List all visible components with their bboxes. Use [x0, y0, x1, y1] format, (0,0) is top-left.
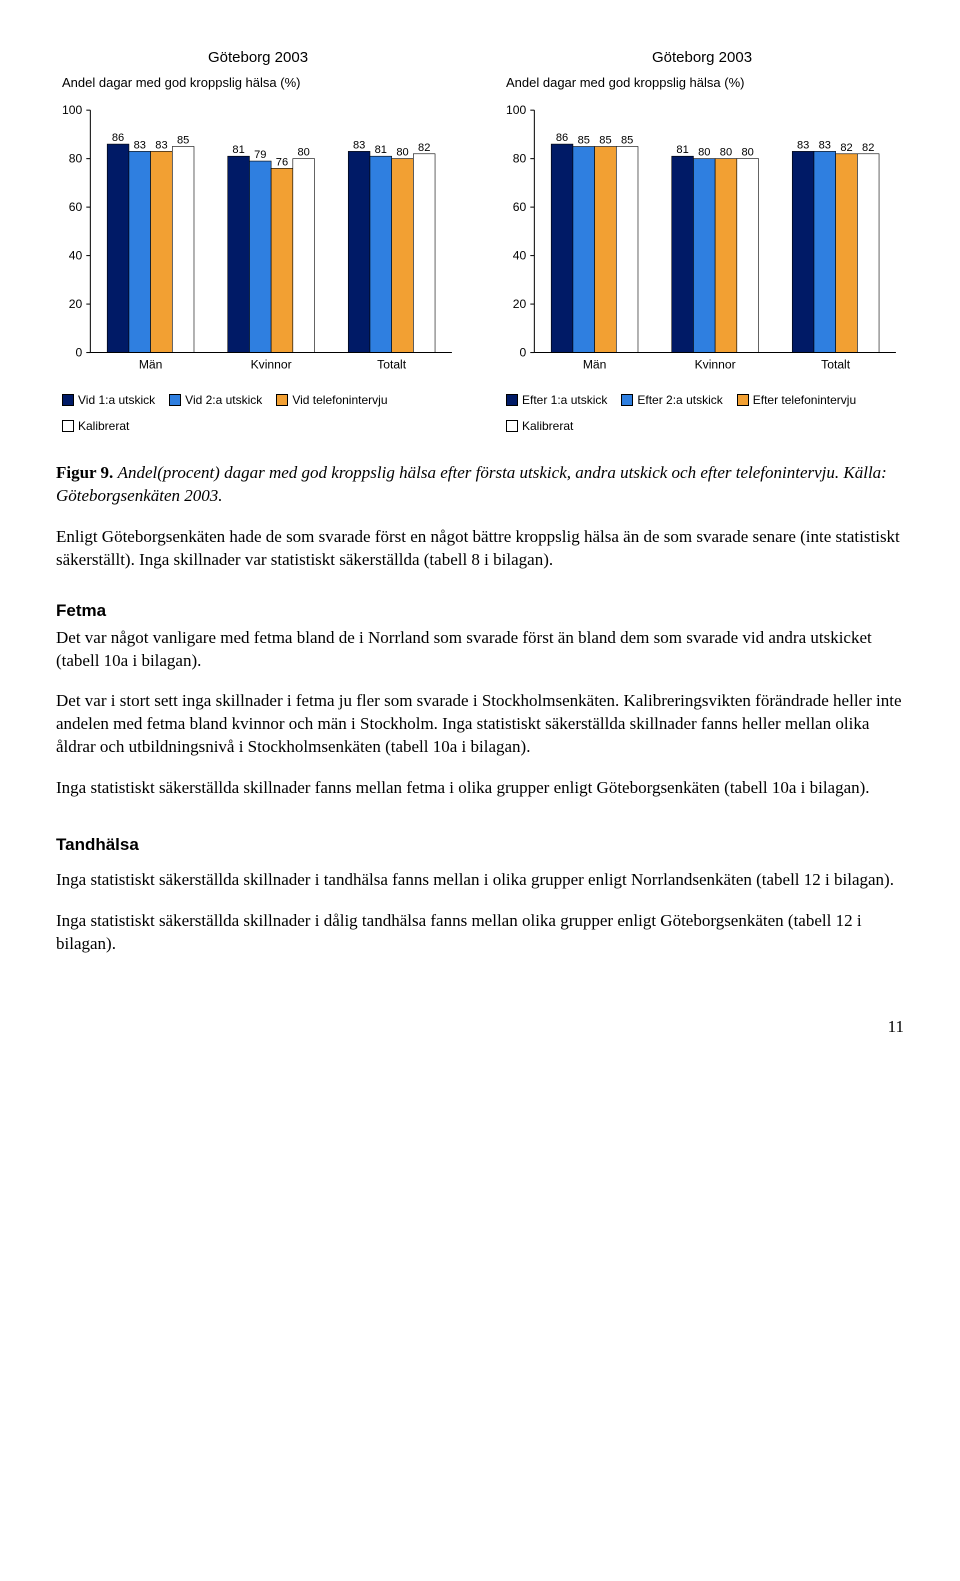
legend-swatch	[506, 420, 518, 432]
legend-item: Kalibrerat	[506, 418, 573, 434]
svg-text:83: 83	[353, 139, 365, 151]
svg-text:20: 20	[69, 297, 83, 311]
chart-right-title: Göteborg 2003	[500, 48, 904, 68]
svg-text:Kvinnor: Kvinnor	[251, 358, 292, 372]
svg-text:85: 85	[621, 134, 633, 146]
svg-text:81: 81	[232, 144, 244, 156]
chart-left-title: Göteborg 2003	[56, 48, 460, 68]
svg-text:0: 0	[76, 345, 83, 359]
section-heading-fetma: Fetma	[56, 600, 904, 623]
legend-label: Efter 2:a utskick	[637, 392, 722, 408]
section-heading-tandhalsa: Tandhälsa	[56, 834, 904, 857]
svg-text:100: 100	[62, 103, 82, 117]
svg-text:82: 82	[840, 142, 852, 154]
svg-text:86: 86	[556, 132, 568, 144]
svg-text:85: 85	[599, 134, 611, 146]
legend-swatch	[276, 394, 288, 406]
chart-left-plot: 0 20 40 60 80 100 86 83 83 85 Män 81 79 76 80 Kvinnor 83…	[56, 94, 460, 384]
svg-text:81: 81	[676, 144, 688, 156]
legend-swatch	[169, 394, 181, 406]
figure-caption: Figur 9. Andel(procent) dagar med god kr…	[56, 462, 904, 508]
legend-item: Vid 2:a utskick	[169, 392, 262, 408]
svg-text:Män: Män	[583, 358, 607, 372]
svg-text:Kvinnor: Kvinnor	[695, 358, 736, 372]
svg-text:80: 80	[396, 146, 408, 158]
legend-swatch	[737, 394, 749, 406]
legend-swatch	[621, 394, 633, 406]
page-number: 11	[56, 1016, 904, 1039]
legend-label: Vid 2:a utskick	[185, 392, 262, 408]
svg-text:40: 40	[69, 248, 83, 262]
fetma-p1: Det var något vanligare med fetma bland …	[56, 627, 904, 673]
legend-label: Efter 1:a utskick	[522, 392, 607, 408]
legend-swatch	[62, 420, 74, 432]
legend-swatch	[506, 394, 518, 406]
figure-caption-text: Andel(procent) dagar med god kroppslig h…	[56, 463, 887, 505]
figure-label: Figur 9.	[56, 463, 113, 482]
chart-left-subtitle: Andel dagar med god kroppslig hälsa (%)	[62, 74, 460, 92]
chart-right: Göteborg 2003 Andel dagar med god kropps…	[500, 48, 904, 434]
svg-text:81: 81	[375, 144, 387, 156]
legend-label: Vid telefonintervju	[292, 392, 387, 408]
legend-item: Efter 1:a utskick	[506, 392, 607, 408]
chart-right-plot: 0 20 40 60 80 100 86 85 85 85 Män 81 80 80 80 Kvinnor 83…	[500, 94, 904, 384]
chart-right-subtitle: Andel dagar med god kroppslig hälsa (%)	[506, 74, 904, 92]
legend-swatch	[62, 394, 74, 406]
svg-text:80: 80	[513, 151, 527, 165]
legend-item: Kalibrerat	[62, 418, 129, 434]
svg-text:80: 80	[69, 151, 83, 165]
svg-text:76: 76	[276, 156, 288, 168]
chart-right-legend: Efter 1:a utskick Efter 2:a utskick Efter …	[500, 392, 904, 434]
body-text: Figur 9. Andel(procent) dagar med god kr…	[56, 462, 904, 1039]
paragraph-1: Enligt Göteborgsenkäten hade de som svar…	[56, 526, 904, 572]
chart-left: Göteborg 2003 Andel dagar med god kropps…	[56, 48, 460, 434]
svg-text:79: 79	[254, 149, 266, 161]
svg-text:20: 20	[513, 297, 527, 311]
svg-text:85: 85	[177, 134, 189, 146]
tand-p2: Inga statistiskt säkerställda skillnader…	[56, 910, 904, 956]
svg-text:Totalt: Totalt	[821, 358, 851, 372]
svg-text:60: 60	[69, 200, 83, 214]
svg-text:80: 80	[297, 146, 309, 158]
svg-text:0: 0	[520, 345, 527, 359]
svg-text:40: 40	[513, 248, 527, 262]
legend-label: Kalibrerat	[522, 418, 573, 434]
svg-text:83: 83	[819, 139, 831, 151]
legend-label: Vid 1:a utskick	[78, 392, 155, 408]
svg-text:80: 80	[698, 146, 710, 158]
svg-text:82: 82	[862, 142, 874, 154]
svg-text:60: 60	[513, 200, 527, 214]
charts-row: Göteborg 2003 Andel dagar med god kropps…	[56, 48, 904, 434]
legend-item: Vid telefonintervju	[276, 392, 387, 408]
svg-text:Totalt: Totalt	[377, 358, 407, 372]
svg-text:100: 100	[506, 103, 526, 117]
legend-label: Efter telefonintervju	[753, 392, 856, 408]
legend-label: Kalibrerat	[78, 418, 129, 434]
svg-text:82: 82	[418, 142, 430, 154]
svg-text:80: 80	[720, 146, 732, 158]
legend-item: Vid 1:a utskick	[62, 392, 155, 408]
svg-text:83: 83	[155, 139, 167, 151]
svg-text:85: 85	[578, 134, 590, 146]
svg-text:83: 83	[134, 139, 146, 151]
svg-text:Män: Män	[139, 358, 163, 372]
fetma-p2: Det var i stort sett inga skillnader i f…	[56, 690, 904, 759]
tand-p1: Inga statistiskt säkerställda skillnader…	[56, 869, 904, 892]
fetma-p3: Inga statistiskt säkerställda skillnader…	[56, 777, 904, 800]
svg-text:80: 80	[741, 146, 753, 158]
chart-left-legend: Vid 1:a utskick Vid 2:a utskick Vid telefo…	[56, 392, 460, 434]
svg-text:86: 86	[112, 132, 124, 144]
legend-item: Efter 2:a utskick	[621, 392, 722, 408]
svg-text:83: 83	[797, 139, 809, 151]
legend-item: Efter telefonintervju	[737, 392, 856, 408]
